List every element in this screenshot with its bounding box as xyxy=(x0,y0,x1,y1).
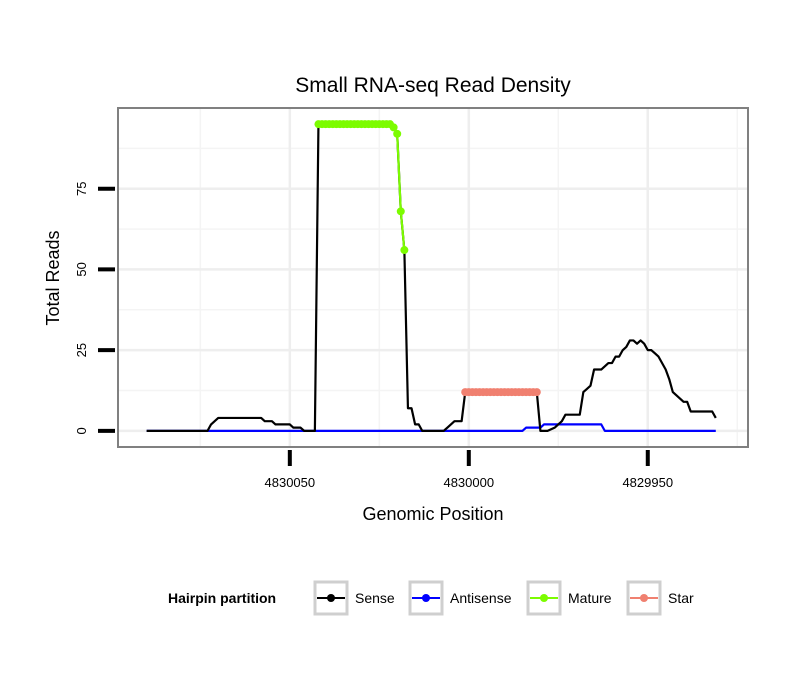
data-point-mature xyxy=(389,123,398,132)
legend: Hairpin partition Sense Antisense Mature St… xyxy=(168,580,694,616)
x-tick-label: 4830050 xyxy=(265,475,316,490)
data-point-mature xyxy=(396,207,405,216)
series-line-mature xyxy=(318,123,406,251)
legend-item-star: Star xyxy=(626,580,694,616)
legend-label-sense: Sense xyxy=(355,590,395,606)
legend-item-antisense: Antisense xyxy=(408,580,512,616)
series-mature xyxy=(314,120,409,255)
legend-item-sense: Sense xyxy=(313,580,395,616)
y-tick-label: 25 xyxy=(74,343,89,357)
x-axis-title: Genomic Position xyxy=(362,504,503,524)
legend-key-point xyxy=(540,594,548,602)
legend-label-mature: Mature xyxy=(568,590,612,606)
data-point-star xyxy=(532,388,541,397)
legend-key-point xyxy=(640,594,648,602)
y-axis-title: Total Reads xyxy=(43,230,63,325)
series-layer xyxy=(146,120,717,432)
y-tick-label: 0 xyxy=(74,427,89,434)
series-sense xyxy=(146,123,717,432)
x-tick-label: 4829950 xyxy=(622,475,673,490)
legend-title: Hairpin partition xyxy=(168,590,276,606)
series-line-sense xyxy=(146,123,717,432)
legend-item-mature: Mature xyxy=(526,580,612,616)
data-point-mature xyxy=(400,246,409,255)
data-point-mature xyxy=(393,129,402,138)
y-tick-label: 50 xyxy=(74,262,89,276)
legend-key-point xyxy=(327,594,335,602)
y-tick-label: 75 xyxy=(74,181,89,195)
x-tick-label: 4830000 xyxy=(443,475,494,490)
axis-layer: 0 25 50 75 4830050 4830000 4829950 xyxy=(74,181,673,490)
legend-label-star: Star xyxy=(668,590,694,606)
series-antisense xyxy=(146,423,716,432)
series-line-antisense xyxy=(146,423,716,432)
plot-panel-border xyxy=(117,107,749,448)
grid-layer xyxy=(118,108,748,447)
series-star xyxy=(461,388,541,397)
legend-key-point xyxy=(422,594,430,602)
chart-title: Small RNA-seq Read Density xyxy=(295,74,571,97)
legend-label-antisense: Antisense xyxy=(450,590,512,606)
